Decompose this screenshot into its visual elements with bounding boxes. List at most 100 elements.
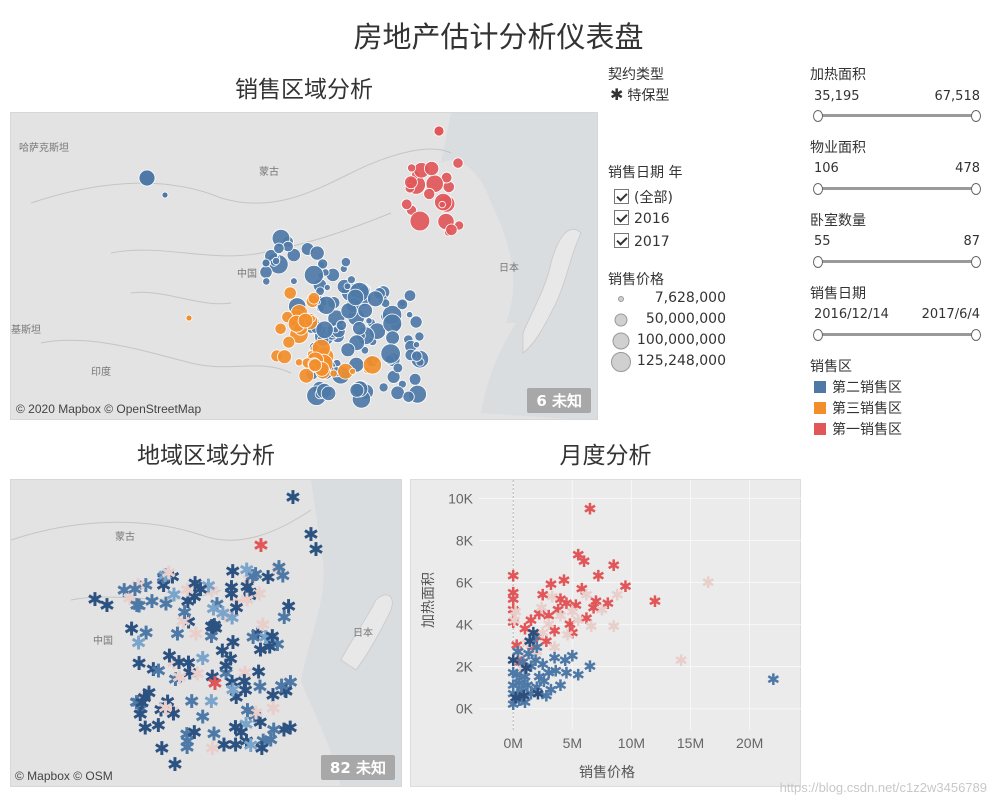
checkbox-icon[interactable] [614, 233, 629, 248]
legend-item-region3[interactable]: 第三销售区 [814, 398, 902, 418]
scatter-point[interactable]: ✱ [506, 695, 519, 714]
scatter-point[interactable]: ✱ [517, 687, 530, 706]
scatter-point[interactable]: ✱ [506, 567, 519, 586]
scatter-point[interactable]: ✱ [506, 613, 519, 632]
scatter-point[interactable]: ✱ [592, 567, 605, 586]
scatter-point[interactable]: ✱ [506, 590, 519, 609]
scatter-point[interactable]: ✱ [548, 621, 561, 640]
scatter-point[interactable]: ✱ [554, 607, 567, 626]
regional-map-unknown-badge[interactable]: 82 未知 [320, 755, 395, 780]
scatter-point[interactable]: ✱ [542, 607, 555, 626]
scatter-point[interactable]: ✱ [540, 687, 553, 706]
scatter-point[interactable]: ✱ [516, 653, 529, 672]
checkbox-icon[interactable] [614, 189, 629, 204]
scatter-point[interactable]: ✱ [536, 624, 549, 643]
scatter-point[interactable]: ✱ [516, 659, 529, 678]
scatter-point[interactable]: ✱ [571, 546, 584, 565]
scatter-point[interactable]: ✱ [506, 600, 519, 619]
scatter-point[interactable]: ✱ [530, 638, 543, 657]
scatter-point[interactable]: ✱ [577, 552, 590, 571]
scatter-point[interactable]: ✱ [566, 603, 579, 622]
scatter-point[interactable]: ✱ [512, 691, 525, 710]
scatter-point[interactable]: ✱ [540, 632, 553, 651]
scatter-point[interactable]: ✱ [510, 636, 523, 655]
scatter-point[interactable]: ✱ [518, 693, 531, 712]
scatter-point[interactable]: ✱ [530, 642, 543, 661]
scatter-point[interactable]: ✱ [580, 609, 593, 628]
scatter-point[interactable]: ✱ [528, 628, 541, 647]
bedrooms-slider-min-handle[interactable] [813, 256, 823, 268]
scatter-point[interactable]: ✱ [535, 598, 548, 617]
scatter-point[interactable]: ✱ [548, 638, 561, 657]
scatter-point[interactable]: ✱ [518, 619, 531, 638]
scatter-point[interactable]: ✱ [537, 672, 550, 691]
scatter-point[interactable]: ✱ [511, 642, 524, 661]
sale-date-slider-max-handle[interactable] [971, 329, 981, 341]
scatter-point[interactable]: ✱ [521, 676, 534, 695]
scatter-point[interactable]: ✱ [674, 651, 687, 670]
scatter-point[interactable]: ✱ [536, 586, 549, 605]
scatter-point[interactable]: ✱ [542, 663, 555, 682]
scatter-point[interactable]: ✱ [545, 588, 558, 607]
property-area-slider-min-handle[interactable] [813, 183, 823, 195]
legend-item-region2[interactable]: 第二销售区 [814, 377, 902, 397]
scatter-point[interactable]: ✱ [589, 592, 602, 611]
scatter-point[interactable]: ✱ [510, 666, 523, 685]
scatter-point[interactable]: ✱ [544, 575, 557, 594]
scatter-point[interactable]: ✱ [549, 661, 562, 680]
checkbox-icon[interactable] [614, 210, 629, 225]
scatter-point[interactable]: ✱ [512, 674, 525, 693]
scatter-point[interactable]: ✱ [509, 603, 522, 622]
scatter-point[interactable]: ✱ [571, 666, 584, 685]
scatter-point[interactable]: ✱ [560, 663, 573, 682]
scatter-point[interactable]: ✱ [566, 647, 579, 666]
scatter-point[interactable]: ✱ [560, 594, 573, 613]
scatter-point[interactable]: ✱ [527, 638, 540, 657]
scatter-point[interactable]: ✱ [767, 670, 780, 689]
scatter-point[interactable]: ✱ [551, 600, 564, 619]
scatter-point[interactable]: ✱ [536, 655, 549, 674]
scatter-point[interactable]: ✱ [509, 689, 522, 708]
sale-date-slider-track[interactable] [818, 333, 976, 336]
scatter-point[interactable]: ✱ [583, 657, 596, 676]
scatter-point[interactable]: ✱ [610, 586, 623, 605]
scatter-point[interactable]: ✱ [523, 632, 536, 651]
property-area-slider-track[interactable] [818, 187, 976, 190]
scatter-point[interactable]: ✱ [558, 651, 571, 670]
scatter-point[interactable]: ✱ [524, 611, 537, 630]
sales-map-unknown-badge[interactable]: 6 未知 [527, 388, 591, 413]
scatter-point[interactable]: ✱ [548, 649, 561, 668]
scatter-point[interactable]: ✱ [524, 685, 537, 704]
scatter-point[interactable]: ✱ [530, 628, 543, 647]
sale-year-option-2016[interactable]: 2016 [614, 210, 670, 227]
scatter-point[interactable]: ✱ [701, 573, 714, 592]
scatter-point[interactable]: ✱ [515, 682, 528, 701]
scatter-point[interactable]: ✱ [527, 624, 540, 643]
scatter-point[interactable]: ✱ [563, 615, 576, 634]
scatter-point[interactable]: ✱ [584, 617, 597, 636]
scatter-point[interactable]: ✱ [506, 685, 519, 704]
property-area-slider-max-handle[interactable] [971, 183, 981, 195]
heating-area-slider-min-handle[interactable] [813, 110, 823, 122]
scatter-point[interactable]: ✱ [587, 598, 600, 617]
scatter-point[interactable]: ✱ [530, 678, 543, 697]
sale-year-option-2017[interactable]: 2017 [614, 233, 670, 250]
scatter-point[interactable]: ✱ [529, 651, 542, 670]
scatter-point[interactable]: ✱ [512, 642, 525, 661]
scatter-point[interactable]: ✱ [506, 676, 519, 695]
scatter-point[interactable]: ✱ [508, 611, 521, 630]
scatter-point[interactable]: ✱ [601, 594, 614, 613]
scatter-point[interactable]: ✱ [561, 626, 574, 645]
scatter-point[interactable]: ✱ [506, 584, 519, 603]
scatter-point[interactable]: ✱ [569, 596, 582, 615]
bedrooms-slider-max-handle[interactable] [971, 256, 981, 268]
scatter-point[interactable]: ✱ [506, 663, 519, 682]
scatter-point[interactable]: ✱ [518, 668, 531, 687]
heating-area-slider-track[interactable] [818, 114, 976, 117]
regional-area-map[interactable]: 蒙古 中国 日本 ✱ ✱ ✱ ✱ ✱ ✱ ✱ ✱ ✱ ✱ ✱ ✱ ✱ ✱ ✱ ✱ ✱ ✱ ✱ ✱ ✱ ✱ ✱ ✱ ✱ ✱ ✱ ✱ ✱ ✱ ✱… [10, 479, 402, 787]
scatter-point[interactable]: ✱ [522, 645, 535, 664]
scatter-point[interactable]: ✱ [580, 586, 593, 605]
scatter-point[interactable]: ✱ [514, 653, 527, 672]
sale-date-slider-min-handle[interactable] [813, 329, 823, 341]
scatter-point[interactable]: ✱ [532, 668, 545, 687]
